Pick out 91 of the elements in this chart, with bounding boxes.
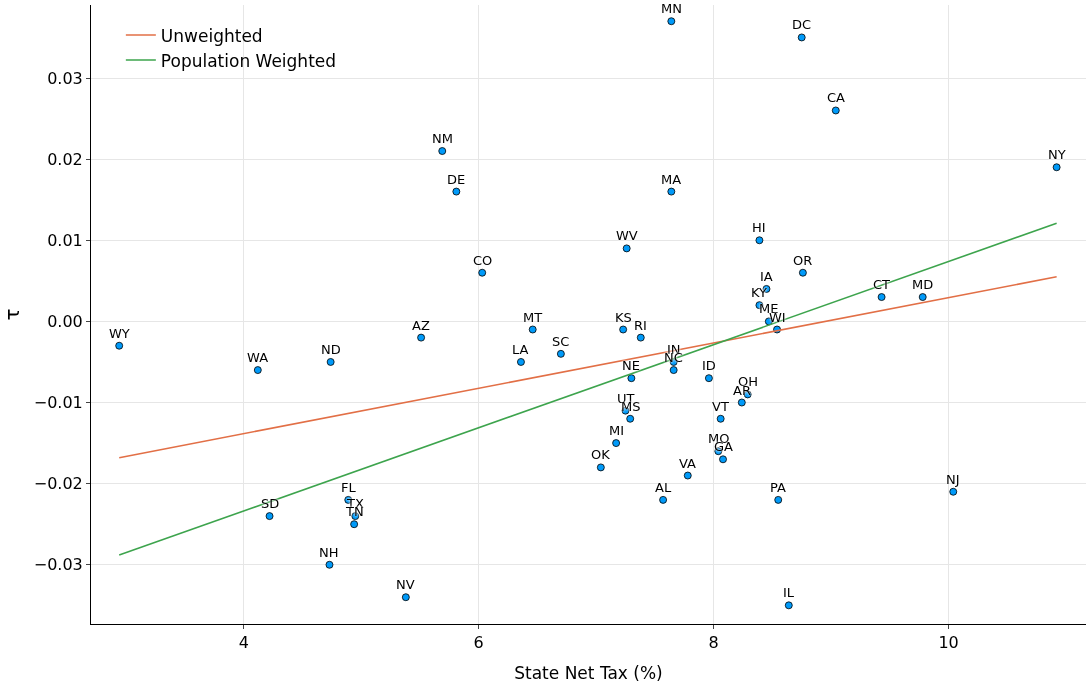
- point: [417, 333, 425, 342]
- data-label: PA: [770, 480, 787, 495]
- data-label: MN: [661, 1, 682, 16]
- point: [636, 333, 645, 342]
- point: [115, 341, 124, 350]
- data-label: NJ: [946, 472, 960, 487]
- data-label: LA: [512, 342, 529, 357]
- data-label: WA: [247, 350, 269, 365]
- point: [350, 520, 359, 529]
- data-label: FL: [341, 480, 357, 495]
- data-label: MA: [661, 172, 682, 187]
- point: [452, 187, 461, 196]
- point: [517, 358, 525, 366]
- x-tick-label: 4: [238, 633, 249, 653]
- y-tick-label: −0.03: [33, 555, 83, 575]
- point: [831, 106, 840, 115]
- y-tick-label: −0.01: [33, 393, 83, 413]
- point: [478, 268, 487, 277]
- point: [774, 495, 783, 504]
- point: [326, 358, 335, 366]
- point: [265, 512, 274, 520]
- point: [667, 17, 676, 26]
- legend-label: Population Weighted: [160, 50, 337, 71]
- y-tick-label: 0.01: [47, 230, 83, 250]
- point: [596, 463, 605, 472]
- point: [626, 414, 635, 423]
- x-tick-label: 10: [938, 633, 959, 653]
- data-label: CA: [827, 90, 846, 105]
- data-label: SC: [552, 334, 570, 349]
- y-tick-label: 0.00: [47, 312, 83, 331]
- data-label: VA: [679, 456, 697, 471]
- point: [737, 398, 746, 407]
- data-label: ID: [702, 358, 716, 373]
- y-tick-label: 0.02: [47, 149, 83, 169]
- point: [401, 593, 410, 602]
- data-label: AZ: [412, 318, 430, 333]
- point: [705, 374, 713, 383]
- point: [622, 244, 631, 253]
- data-label: MI: [609, 423, 625, 438]
- data-label: CO: [473, 253, 493, 268]
- point: [1052, 163, 1061, 172]
- x-tick-label: 8: [708, 633, 719, 653]
- point: [325, 560, 334, 569]
- data-label: DC: [792, 17, 812, 32]
- point: [659, 495, 667, 504]
- data-label: NY: [1048, 147, 1066, 162]
- point: [798, 268, 807, 277]
- point: [528, 325, 537, 334]
- point: [949, 487, 958, 496]
- x-tick-label: 6: [473, 633, 484, 653]
- x-axis-title: State Net Tax (%): [514, 662, 663, 683]
- data-label: IL: [783, 585, 795, 600]
- data-label: HI: [752, 220, 766, 235]
- point: [667, 187, 676, 196]
- point: [797, 33, 806, 42]
- y-axis-title: τ: [0, 308, 24, 321]
- point: [683, 471, 692, 480]
- data-label: AL: [655, 480, 672, 495]
- data-label: RI: [634, 318, 647, 333]
- data-label: MD: [912, 277, 934, 292]
- legend-label: Unweighted: [160, 25, 263, 46]
- point: [253, 366, 262, 374]
- point: [627, 374, 636, 383]
- point: [877, 293, 886, 301]
- point: [619, 325, 628, 334]
- point: [755, 236, 764, 245]
- y-tick-label: −0.02: [33, 474, 83, 494]
- point: [719, 455, 727, 464]
- data-label: NH: [319, 545, 339, 560]
- data-label: KY: [751, 285, 768, 300]
- data-label: IA: [760, 269, 773, 284]
- data-label: NV: [396, 577, 415, 592]
- point: [716, 414, 725, 423]
- data-label: KS: [615, 310, 632, 325]
- point: [438, 147, 447, 155]
- data-label: VT: [712, 399, 729, 414]
- point: [612, 439, 621, 447]
- data-label: MT: [523, 310, 543, 325]
- data-label: OR: [793, 253, 813, 268]
- y-tick-label: 0.03: [47, 68, 83, 88]
- data-label: NE: [622, 358, 640, 373]
- data-label: NM: [432, 131, 453, 146]
- point: [918, 293, 927, 301]
- data-label: OK: [591, 447, 611, 462]
- point: [669, 366, 678, 374]
- point: [784, 601, 793, 610]
- data-label: WY: [109, 326, 130, 341]
- data-label: ND: [321, 342, 341, 357]
- data-label: WV: [616, 228, 638, 243]
- data-label: DE: [447, 172, 466, 187]
- point: [556, 349, 565, 358]
